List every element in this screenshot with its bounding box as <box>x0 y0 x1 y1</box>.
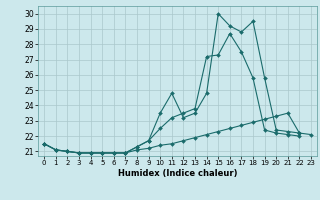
X-axis label: Humidex (Indice chaleur): Humidex (Indice chaleur) <box>118 169 237 178</box>
